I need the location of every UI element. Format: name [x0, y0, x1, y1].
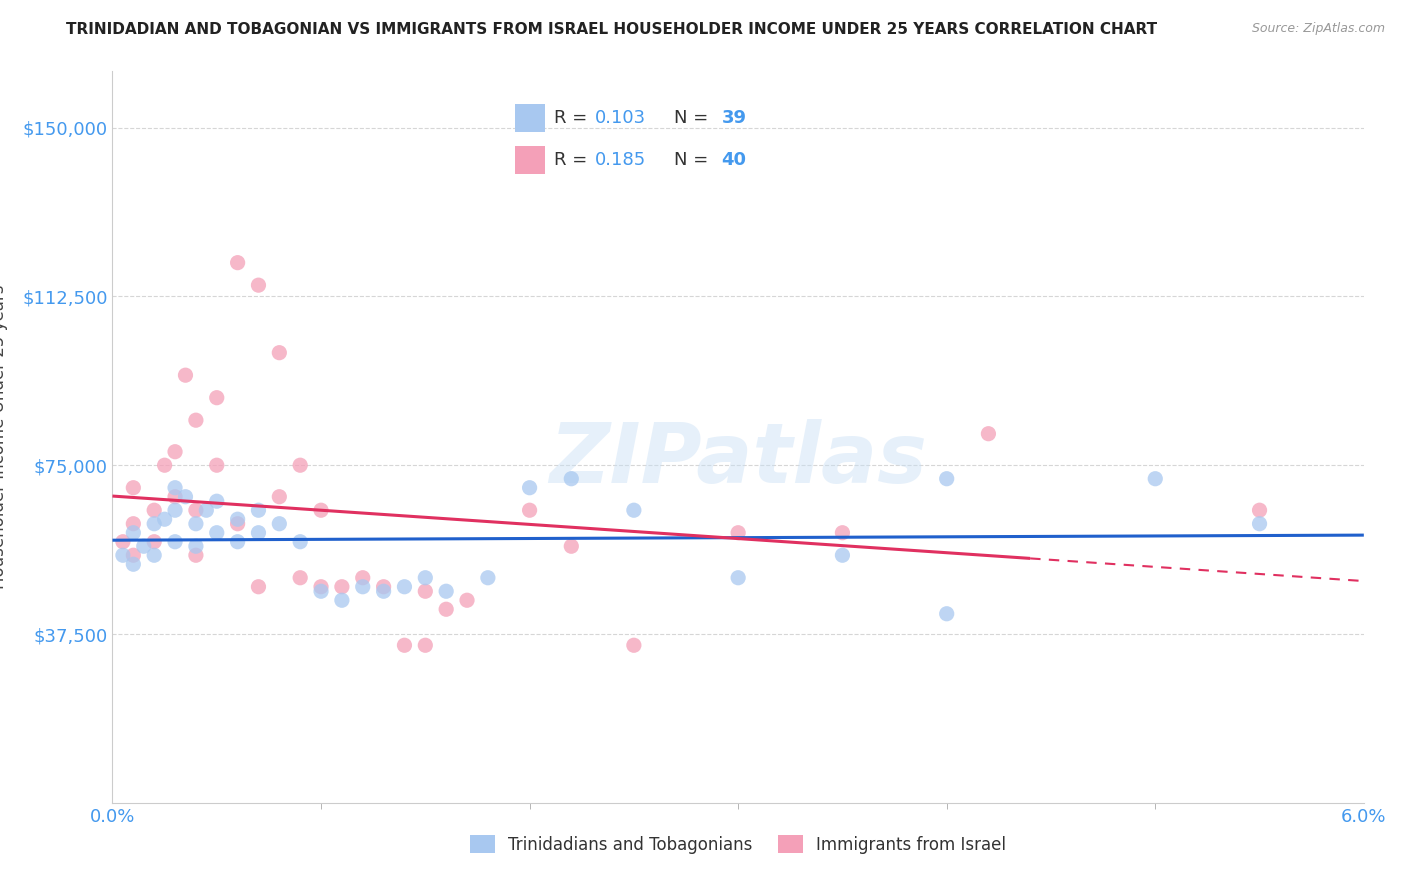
Point: [111, 548, 134, 562]
Point: [122, 525, 145, 540]
Point: [165, 481, 187, 495]
Point: [269, 345, 291, 359]
Legend: Trinidadians and Tobagonians, Immigrants from Israel: Trinidadians and Tobagonians, Immigrants…: [464, 829, 1012, 860]
Point: [165, 490, 187, 504]
Point: [935, 607, 957, 621]
Point: [247, 503, 270, 517]
Point: [174, 368, 197, 383]
Point: [309, 584, 332, 599]
Point: [226, 512, 249, 526]
Point: [184, 548, 207, 562]
Point: [935, 472, 957, 486]
Point: [831, 548, 853, 562]
Point: [184, 539, 207, 553]
Point: [352, 571, 374, 585]
Point: [205, 525, 228, 540]
Point: [184, 413, 207, 427]
Point: [560, 539, 582, 553]
Point: [111, 534, 134, 549]
Point: [831, 525, 853, 540]
Point: [290, 534, 312, 549]
Point: [394, 638, 416, 652]
Point: [373, 584, 395, 599]
Point: [122, 558, 145, 572]
Point: [727, 571, 749, 585]
Point: [153, 512, 176, 526]
Point: [122, 516, 145, 531]
Point: [174, 490, 197, 504]
Point: [456, 593, 478, 607]
Point: [560, 472, 582, 486]
Point: [519, 481, 541, 495]
Point: [132, 539, 155, 553]
Point: [394, 580, 416, 594]
Point: [205, 391, 228, 405]
Point: [413, 584, 436, 599]
Point: [1144, 472, 1167, 486]
Point: [247, 525, 270, 540]
Point: [165, 534, 187, 549]
Point: [226, 255, 249, 269]
Point: [309, 580, 332, 594]
Point: [122, 481, 145, 495]
Point: [226, 534, 249, 549]
Point: [143, 534, 166, 549]
Point: [290, 571, 312, 585]
Point: [977, 426, 1000, 441]
Point: [269, 490, 291, 504]
Point: [1249, 516, 1271, 531]
Point: [143, 548, 166, 562]
Point: [184, 516, 207, 531]
Point: [165, 444, 187, 458]
Point: [623, 638, 645, 652]
Point: [247, 278, 270, 293]
Point: [205, 494, 228, 508]
Point: [352, 580, 374, 594]
Point: [184, 503, 207, 517]
Point: [247, 580, 270, 594]
Point: [143, 503, 166, 517]
Point: [330, 580, 353, 594]
Point: [1249, 503, 1271, 517]
Text: TRINIDADIAN AND TOBAGONIAN VS IMMIGRANTS FROM ISRAEL HOUSEHOLDER INCOME UNDER 25: TRINIDADIAN AND TOBAGONIAN VS IMMIGRANTS…: [66, 22, 1157, 37]
Point: [205, 458, 228, 473]
Point: [165, 503, 187, 517]
Point: [434, 584, 457, 599]
Point: [413, 571, 436, 585]
Text: ZIPatlas: ZIPatlas: [550, 418, 927, 500]
Point: [153, 458, 176, 473]
Point: [413, 638, 436, 652]
Text: Source: ZipAtlas.com: Source: ZipAtlas.com: [1251, 22, 1385, 36]
Point: [290, 458, 312, 473]
Point: [269, 516, 291, 531]
Y-axis label: Householder Income Under 25 years: Householder Income Under 25 years: [0, 285, 8, 590]
Point: [309, 503, 332, 517]
Point: [143, 516, 166, 531]
Point: [226, 516, 249, 531]
Point: [519, 503, 541, 517]
Point: [122, 548, 145, 562]
Point: [195, 503, 218, 517]
Point: [330, 593, 353, 607]
Point: [623, 503, 645, 517]
Point: [434, 602, 457, 616]
Point: [373, 580, 395, 594]
Point: [727, 525, 749, 540]
Point: [477, 571, 499, 585]
